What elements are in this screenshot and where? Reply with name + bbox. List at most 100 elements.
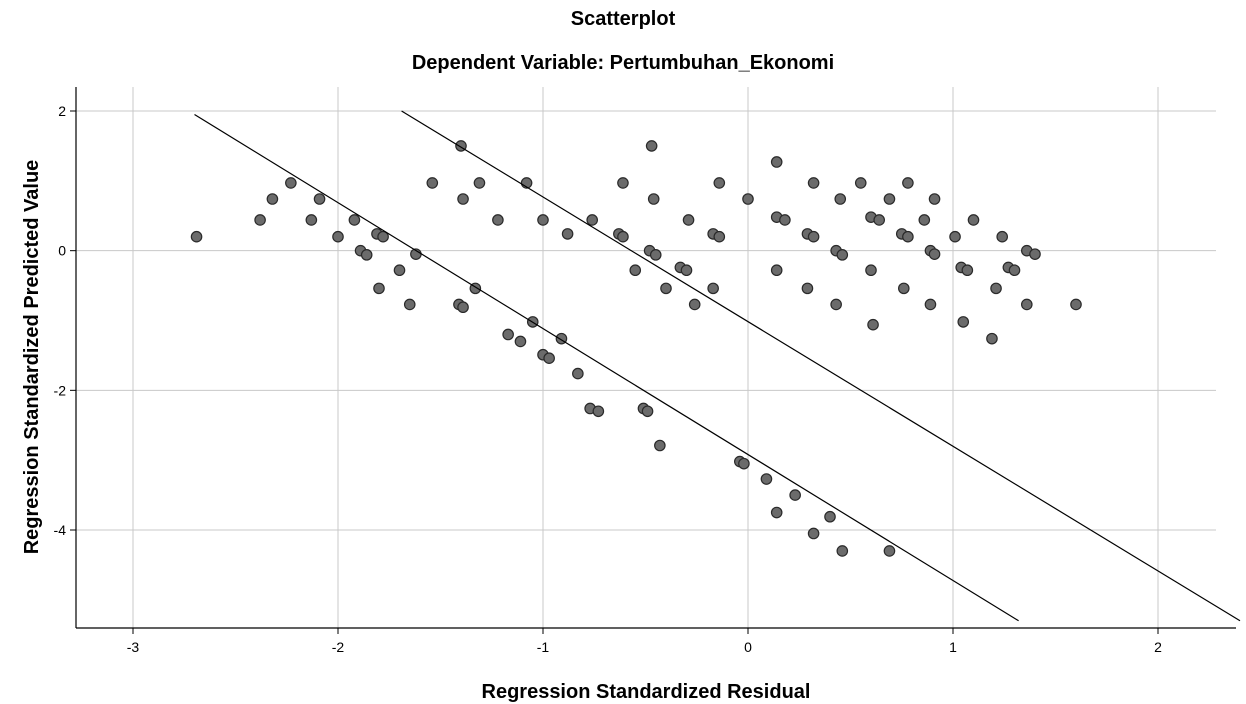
data-point	[305, 214, 318, 226]
data-point	[572, 367, 584, 380]
y-tick-label: 0	[58, 243, 66, 259]
data-point	[647, 193, 660, 205]
data-point	[949, 230, 961, 243]
data-point	[649, 249, 662, 261]
data-point	[190, 230, 203, 243]
data-point	[473, 177, 486, 189]
data-point	[873, 214, 885, 226]
data-point	[645, 140, 658, 152]
data-point	[654, 439, 666, 452]
data-point	[266, 193, 279, 205]
data-point	[313, 193, 326, 205]
data-point	[502, 328, 514, 341]
data-point	[902, 177, 914, 189]
x-tick-label: 1	[949, 639, 957, 655]
data-point	[617, 177, 629, 189]
data-point	[801, 282, 814, 295]
data-point	[561, 228, 574, 240]
data-point	[514, 335, 527, 348]
reference-line	[401, 110, 1241, 622]
data-point	[641, 405, 654, 418]
data-point	[742, 193, 754, 205]
data-point	[617, 230, 629, 243]
data-point	[1029, 248, 1041, 260]
x-tick-label: 0	[744, 639, 752, 655]
data-point	[928, 248, 941, 260]
data-point	[543, 352, 555, 365]
data-point	[586, 214, 598, 226]
data-point	[770, 156, 783, 168]
data-point	[824, 510, 836, 523]
data-point	[990, 282, 1002, 295]
data-point	[254, 214, 266, 226]
data-point	[1008, 264, 1021, 277]
data-point	[830, 298, 842, 311]
data-point	[373, 282, 385, 295]
data-point	[457, 301, 469, 314]
tick-labels: -3 -2 -1 0 1 2 2 0 -2 -4	[54, 103, 1163, 655]
data-point	[348, 214, 361, 226]
data-point	[770, 506, 783, 519]
data-point	[285, 177, 297, 189]
data-point	[807, 177, 820, 189]
data-point	[918, 214, 931, 226]
data-point	[957, 316, 970, 328]
x-tick-label: -2	[332, 639, 345, 655]
data-point	[986, 332, 998, 345]
data-point	[360, 249, 373, 261]
data-point	[457, 193, 469, 205]
data-point	[492, 214, 504, 226]
data-point	[403, 298, 416, 311]
data-point	[426, 177, 439, 189]
data-point	[1021, 298, 1033, 311]
data-point	[682, 214, 695, 226]
data-point	[854, 177, 867, 189]
data-point	[807, 527, 820, 540]
data-point	[883, 193, 896, 205]
data-point	[760, 473, 773, 485]
data-point	[332, 230, 344, 243]
data-point	[996, 230, 1008, 243]
x-tick-label: -3	[127, 639, 140, 655]
x-tick-label: 2	[1154, 639, 1162, 655]
reference-line	[194, 113, 1019, 622]
data-point	[688, 298, 701, 311]
data-point	[1070, 298, 1082, 311]
data-point	[629, 264, 642, 277]
data-point	[967, 214, 980, 226]
y-tick-label: -4	[54, 522, 67, 538]
data-point	[865, 264, 877, 277]
data-point	[660, 282, 672, 295]
data-point	[883, 545, 896, 557]
chart-subtitle: Dependent Variable: Pertumbuhan_Ekonomi	[411, 52, 835, 74]
data-point	[834, 193, 847, 205]
data-point	[902, 230, 914, 243]
data-point	[713, 230, 726, 243]
data-point	[836, 249, 849, 261]
x-axis-label: Regression Standardized Residual	[482, 681, 811, 703]
y-tick-label: 2	[58, 103, 66, 119]
data-point	[779, 214, 791, 226]
data-point	[707, 282, 719, 295]
data-point	[738, 457, 750, 470]
chart-title: Scatterplot	[570, 8, 676, 30]
data-point	[924, 298, 937, 311]
data-point	[592, 405, 605, 418]
data-point	[680, 264, 693, 277]
y-tick-label: -2	[54, 382, 67, 398]
data-point	[377, 230, 389, 243]
x-tick-label: -1	[537, 639, 550, 655]
data-point	[961, 264, 974, 277]
data-point	[713, 177, 726, 189]
y-axis-label: Regression Standardized Predicted Value	[21, 160, 43, 555]
data-point	[836, 545, 849, 557]
data-point	[928, 193, 941, 205]
data-point	[537, 214, 549, 226]
grid	[76, 87, 1216, 628]
data-point	[770, 264, 783, 277]
data-point	[897, 282, 910, 295]
data-point	[867, 318, 879, 331]
data-point	[393, 264, 406, 277]
data-point	[807, 230, 820, 243]
